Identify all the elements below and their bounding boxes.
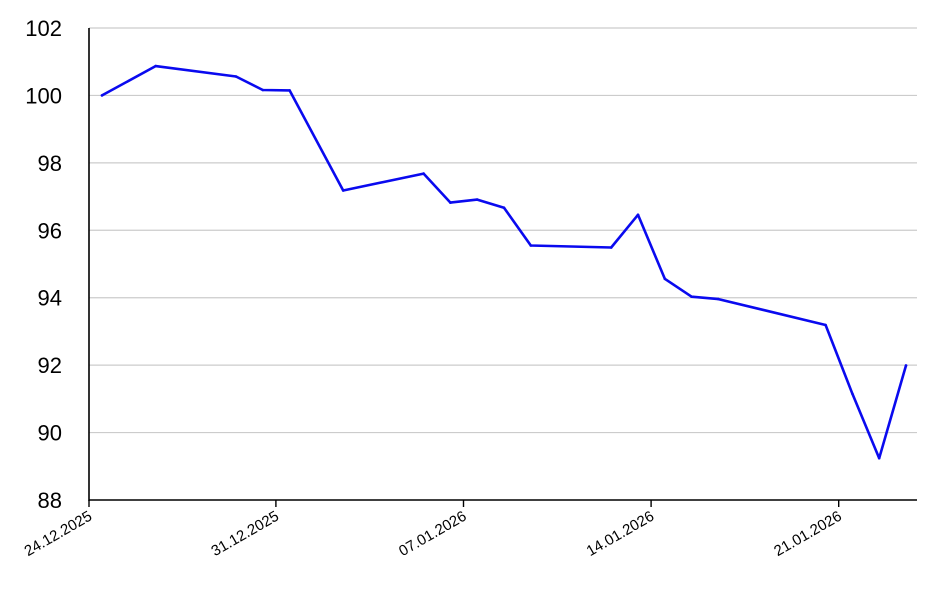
y-tick-label: 98 [38, 151, 62, 176]
data-point [154, 64, 157, 68]
y-tick-label: 96 [38, 218, 62, 243]
x-tick-label: 07.01.2026 [396, 508, 470, 560]
y-axis: 88 90 92 94 96 98 100 102 [25, 16, 90, 513]
data-point [261, 88, 265, 92]
data-point [341, 189, 345, 192]
data-point [475, 198, 479, 201]
data-point [502, 206, 506, 209]
data-point [234, 75, 238, 78]
x-tick-label: 14.01.2026 [584, 508, 658, 560]
data-point [690, 295, 693, 299]
data-point [609, 246, 613, 249]
y-tick-label: 94 [38, 286, 62, 311]
y-tick-label: 92 [38, 353, 62, 378]
x-tick-label: 31.12.2025 [208, 508, 282, 560]
data-point [877, 456, 881, 460]
gridlines [89, 27, 917, 434]
data-point [636, 213, 640, 217]
data-point [529, 244, 533, 247]
x-tick-label: 24.12.2025 [21, 508, 95, 560]
y-tick-label: 88 [38, 488, 62, 513]
data-point [851, 392, 854, 396]
x-tick-label: 21.01.2026 [771, 508, 845, 560]
y-tick-label: 102 [25, 16, 62, 41]
series-line [100, 64, 908, 460]
x-axis: 24.12.2025 31.12.2025 07.01.2026 14.01.2026… [21, 499, 917, 560]
y-tick-label: 90 [38, 421, 62, 446]
data-point [824, 323, 827, 327]
series-group [100, 64, 908, 460]
y-tick-label: 100 [25, 83, 62, 108]
data-point [904, 364, 908, 367]
data-point [717, 297, 720, 301]
data-point [663, 277, 667, 281]
data-point [100, 94, 104, 97]
data-point [449, 201, 452, 204]
data-point [288, 89, 291, 92]
data-point [422, 172, 425, 175]
